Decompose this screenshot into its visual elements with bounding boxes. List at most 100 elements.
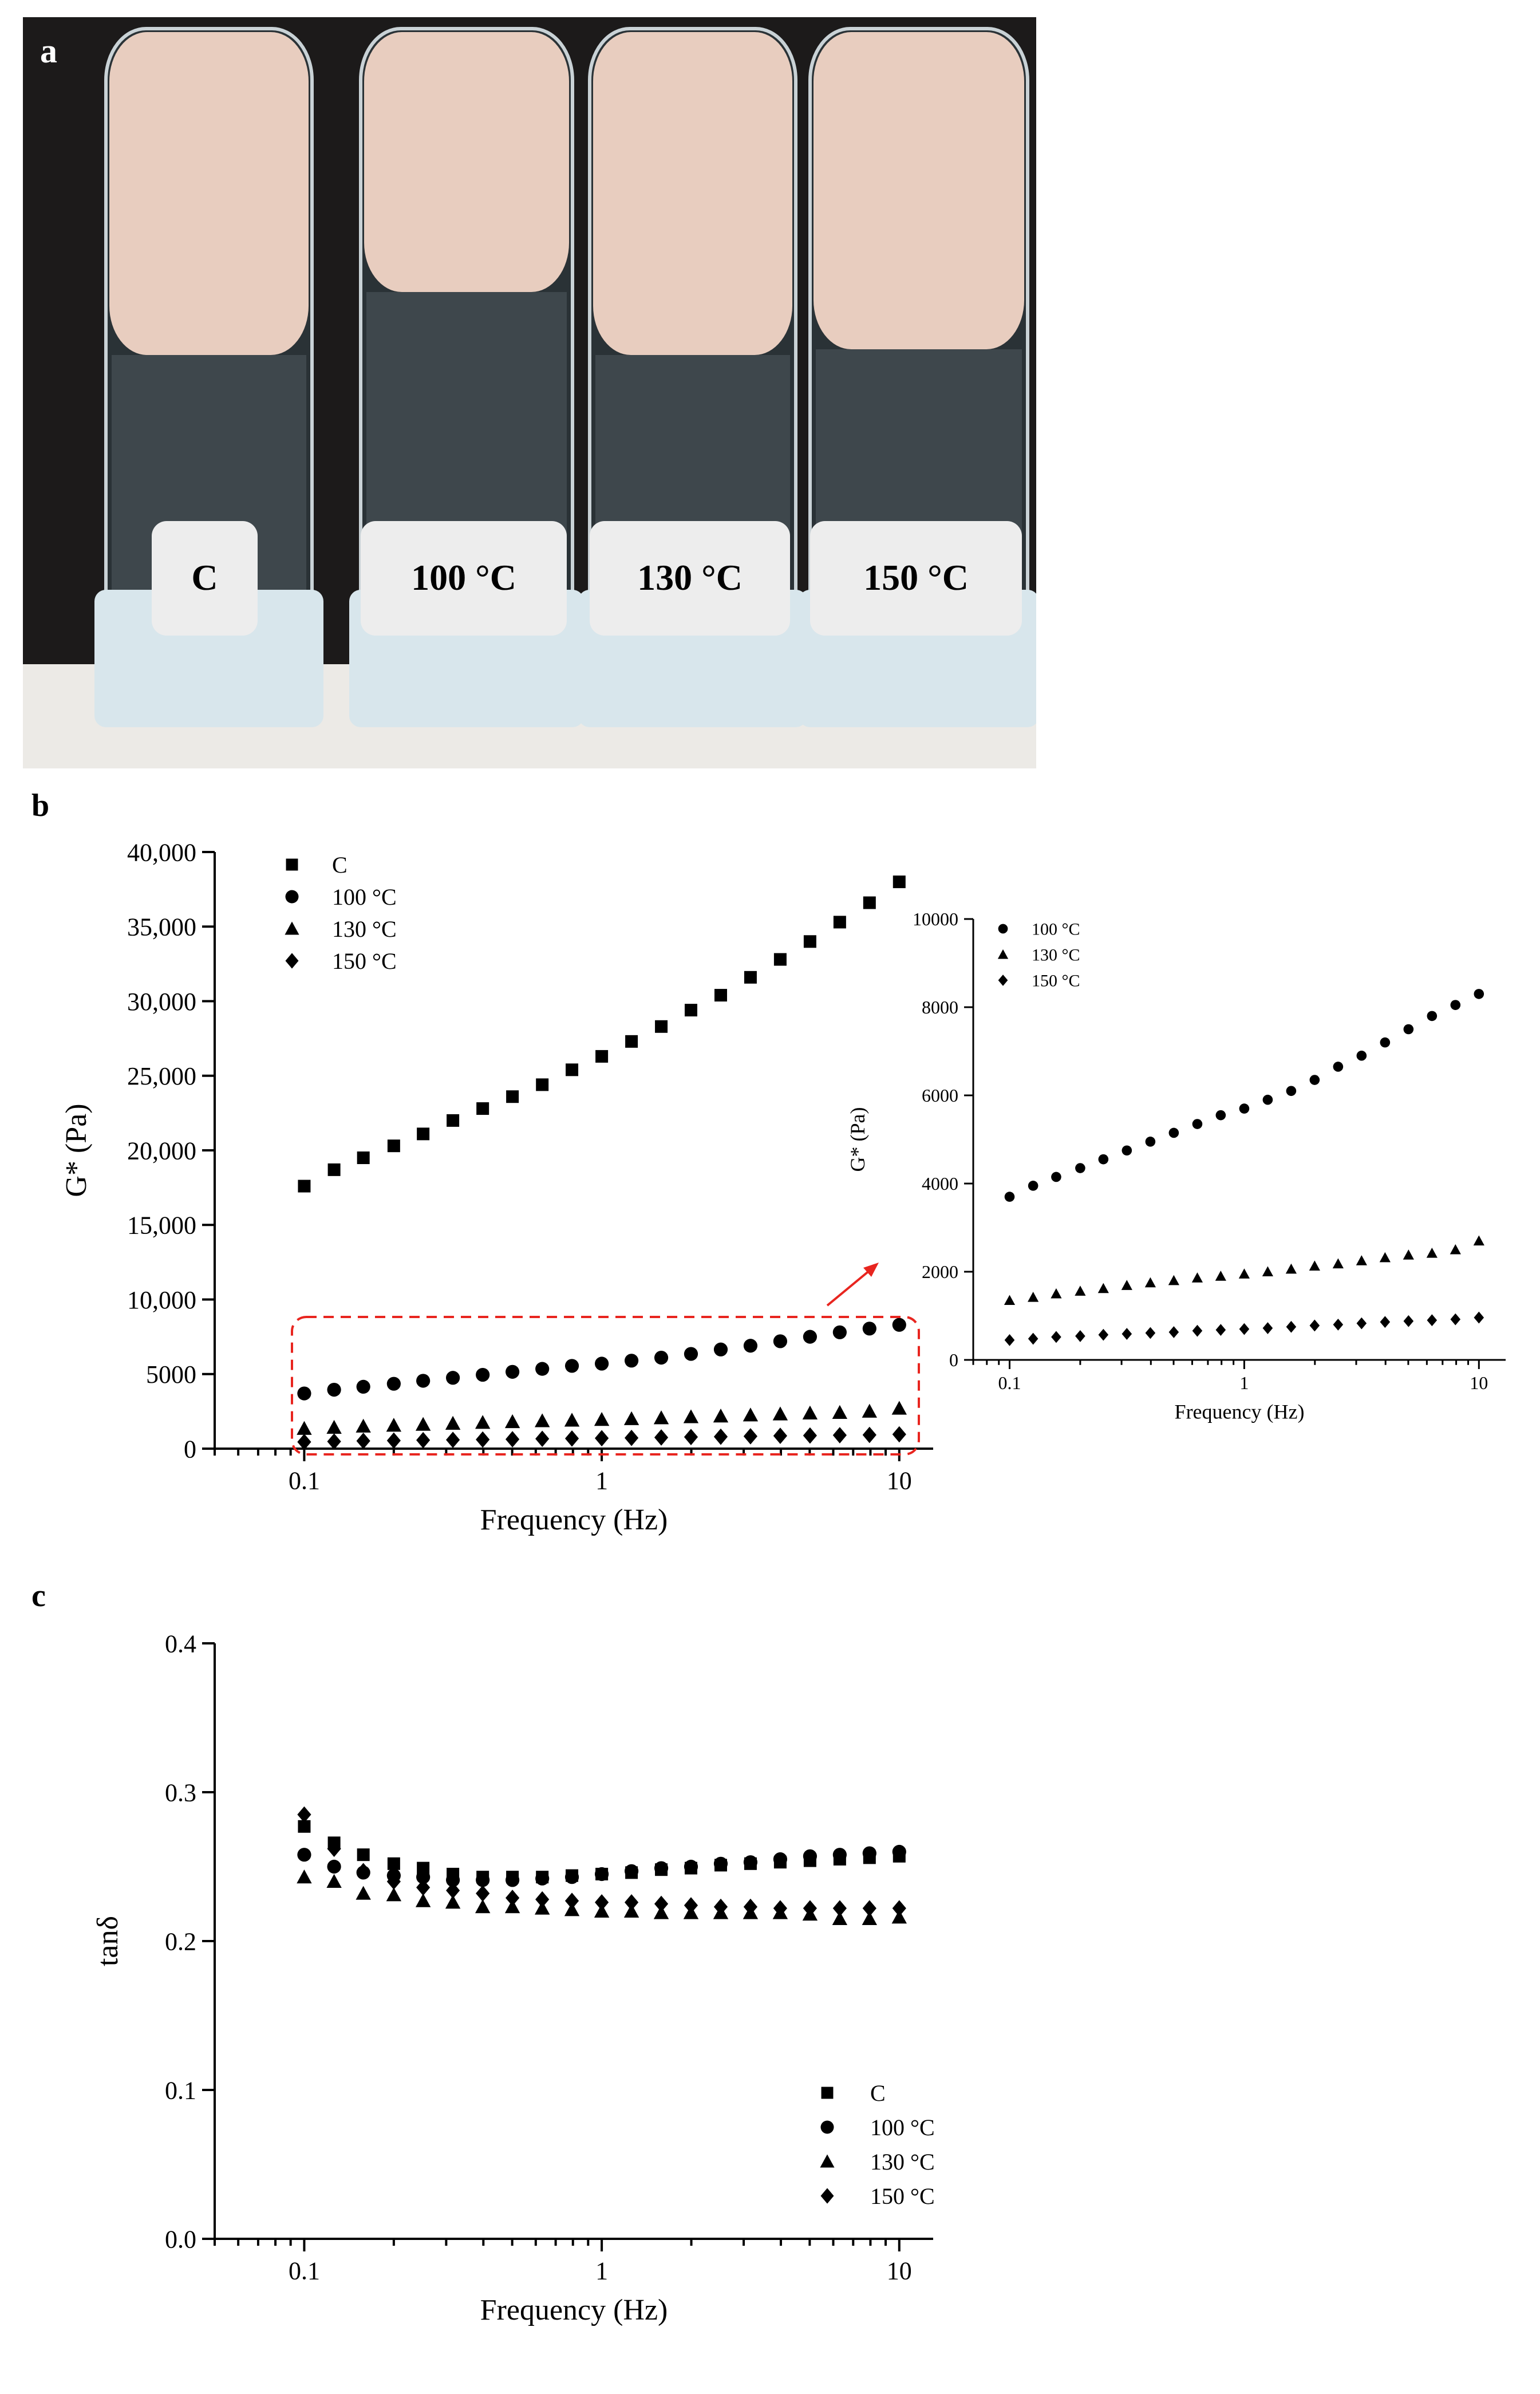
- legend-label: C: [332, 852, 348, 878]
- data-point: [743, 1855, 758, 1870]
- highlight-box: [291, 1316, 920, 1456]
- tube-foam: [109, 32, 309, 355]
- data-point: [506, 1090, 519, 1103]
- x-tick-label: 1: [1239, 1372, 1249, 1393]
- data-point: [1215, 1110, 1226, 1121]
- legend-label: 130 °C: [870, 2149, 935, 2175]
- data-point: [416, 1431, 431, 1449]
- data-point: [623, 1411, 639, 1425]
- data-point: [1191, 1272, 1203, 1283]
- data-point: [504, 1414, 520, 1429]
- data-point: [564, 1902, 580, 1916]
- data-point: [832, 1848, 847, 1862]
- data-point: [1168, 1275, 1179, 1285]
- data-point: [1356, 1050, 1367, 1061]
- chart-b-main: 0 5000 10,000 15,000 20,000 25,000 30,000 35,00…: [60, 838, 933, 1536]
- data-point: [595, 1356, 609, 1371]
- data-point: [624, 1429, 639, 1446]
- legend-marker: [285, 953, 299, 969]
- data-point: [832, 1325, 847, 1339]
- data-point: [773, 953, 787, 966]
- data-point: [1474, 1311, 1484, 1324]
- data-point: [447, 1114, 460, 1127]
- data-point: [326, 1419, 342, 1434]
- data-point: [327, 1433, 341, 1450]
- data-point: [415, 1893, 431, 1907]
- data-point: [1004, 1192, 1015, 1202]
- data-point: [475, 1899, 491, 1914]
- data-point: [713, 1856, 728, 1871]
- data-point: [743, 1407, 759, 1422]
- data-point: [653, 1905, 669, 1919]
- data-point: [862, 1900, 876, 1917]
- data-point: [387, 1139, 400, 1153]
- data-point: [1333, 1319, 1344, 1331]
- data-point: [386, 1418, 402, 1432]
- legend-marker: [820, 2120, 834, 2134]
- data-point: [891, 1910, 907, 1924]
- legend-label: 130 °C: [332, 916, 397, 942]
- data-point: [1098, 1328, 1109, 1341]
- data-point: [535, 1891, 550, 1908]
- data-point: [297, 1870, 312, 1884]
- data-point: [892, 1900, 906, 1917]
- x-tick-label: 1: [595, 1466, 608, 1494]
- data-point: [386, 1432, 401, 1449]
- data-point: [445, 1415, 461, 1430]
- data-point: [357, 1848, 370, 1861]
- y-axis-title: tanδ: [92, 1916, 124, 1966]
- panel-label-a: a: [40, 32, 57, 70]
- data-point: [832, 1405, 848, 1419]
- data-point: [1004, 1295, 1016, 1306]
- data-point: [327, 1383, 341, 1397]
- data-point: [803, 935, 816, 948]
- data-point: [1144, 1277, 1156, 1288]
- data-point: [326, 1874, 342, 1888]
- data-point: [356, 1418, 371, 1433]
- data-point: [595, 1430, 609, 1447]
- data-point: [625, 1035, 638, 1048]
- data-point: [623, 1903, 639, 1918]
- data-point: [298, 1180, 311, 1193]
- data-point: [1028, 1292, 1039, 1302]
- data-point: [684, 1897, 698, 1914]
- legend-marker: [820, 2154, 835, 2168]
- data-point: [862, 1403, 878, 1418]
- data-point: [744, 971, 757, 984]
- y-tick-label: 6000: [922, 1085, 958, 1106]
- data-point: [684, 1859, 698, 1874]
- data-point: [386, 1887, 402, 1902]
- data-point: [862, 1846, 876, 1860]
- data-point: [566, 1063, 579, 1076]
- data-point: [832, 1900, 847, 1917]
- data-point: [327, 1859, 341, 1874]
- y-tick-label: 0.1: [165, 2076, 196, 2104]
- data-point: [297, 1848, 311, 1862]
- data-point: [506, 1431, 520, 1448]
- tube-label: 150 °C: [863, 557, 969, 598]
- data-point: [743, 1339, 758, 1353]
- y-tick-label: 30,000: [127, 988, 196, 1016]
- legend-label: 100 °C: [870, 2115, 935, 2140]
- data-point: [654, 1861, 669, 1875]
- x-tick-label: 10: [1470, 1372, 1488, 1393]
- tube-label-card: [810, 521, 1022, 636]
- data-point: [1215, 1324, 1226, 1336]
- data-point: [535, 1871, 550, 1886]
- data-point: [654, 1429, 669, 1446]
- data-point: [1028, 1181, 1038, 1191]
- chart-c-main: 0.0 0.1 0.2 0.3 0.4 0.1 1 10 Frequency (Hz) tanδ C…: [92, 1630, 935, 2326]
- tube-foam: [814, 32, 1024, 349]
- data-point: [1309, 1319, 1320, 1332]
- tube-label-card: [152, 521, 258, 636]
- data-point: [1051, 1331, 1061, 1343]
- x-tick-label: 1: [595, 2257, 608, 2285]
- y-tick-label: 0: [949, 1350, 958, 1370]
- data-point: [1286, 1320, 1297, 1333]
- y-tick-label: 10,000: [127, 1286, 196, 1314]
- data-point: [892, 1426, 906, 1443]
- y-tick-label: 40,000: [127, 838, 196, 866]
- data-point: [713, 1898, 728, 1915]
- data-point: [506, 1364, 520, 1379]
- zoom-arrow-head: [863, 1263, 879, 1277]
